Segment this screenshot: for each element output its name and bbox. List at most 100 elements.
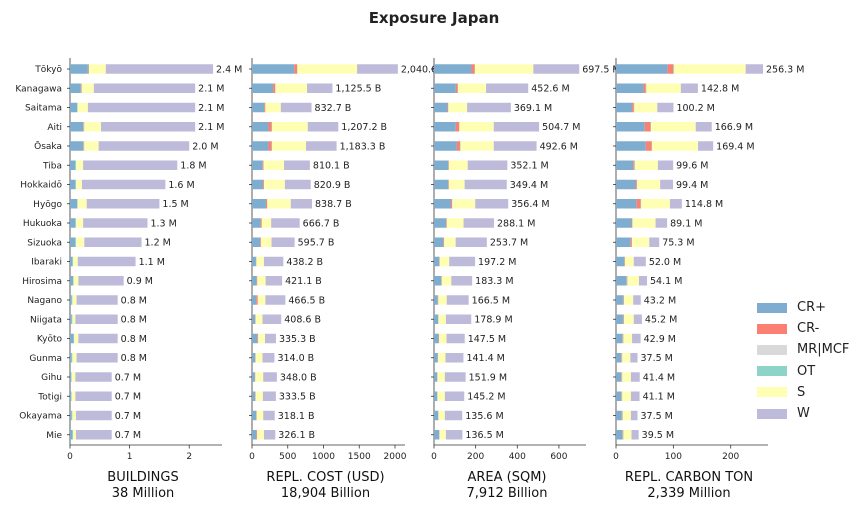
bar-repl-carbon-ton-16-ot: [621, 372, 623, 382]
bar-repl-carbon-ton-17-w: [630, 391, 640, 401]
panel-1-xtick-label-4: 2000: [384, 452, 407, 462]
panel-1-xlabel: REPL. COST (USD): [266, 470, 384, 485]
bar-buildings-9-cr-plus: [70, 237, 76, 247]
bar-repl-carbon-ton-3-ot: [650, 122, 651, 132]
bar-repl-carbon-ton-15-s: [622, 353, 631, 363]
data-label-buildings-8: 1.3 M: [150, 218, 176, 229]
bar-area-sqm-15-cr-plus: [434, 353, 438, 363]
data-label-area-sqm-14: 147.5 M: [468, 334, 506, 345]
bar-repl-cost-usd-18-cr-plus: [252, 410, 257, 421]
bar-repl-carbon-ton-13-cr-plus: [616, 314, 623, 324]
bar-repl-cost-usd-9-w: [271, 237, 295, 247]
data-label-repl-carbon-ton-15: 37.5 M: [641, 353, 673, 364]
bar-buildings-17-s: [71, 391, 76, 401]
data-label-buildings-13: 0.8 M: [121, 315, 147, 326]
category-label-11: Hirosima: [22, 277, 62, 287]
bar-repl-carbon-ton-2-ot: [633, 102, 635, 113]
bar-repl-cost-usd-7-s: [267, 199, 291, 209]
data-label-repl-carbon-ton-3: 166.9 M: [715, 122, 753, 133]
bar-repl-carbon-ton-6-w: [660, 179, 674, 190]
bar-area-sqm-6-w: [464, 179, 507, 190]
bar-repl-cost-usd-19-cr-plus: [252, 430, 257, 440]
bar-buildings-11-w: [78, 276, 124, 286]
data-label-repl-cost-usd-19: 326.1 B: [278, 430, 315, 441]
bar-repl-carbon-ton-15-cr: [621, 353, 622, 363]
bar-repl-cost-usd-3-cr: [268, 122, 272, 132]
bar-repl-cost-usd-4-w: [305, 141, 337, 151]
data-label-repl-cost-usd-10: 438.2 B: [286, 257, 323, 268]
bar-repl-cost-usd-15-w: [262, 353, 275, 363]
data-label-area-sqm-3: 504.7 M: [542, 122, 580, 133]
bar-repl-cost-usd-8-cr: [260, 218, 262, 228]
panel-2-xtick-label-1: 200: [467, 452, 484, 462]
bar-repl-cost-usd-16-w: [263, 372, 277, 382]
bar-buildings-13-cr-plus: [70, 314, 72, 324]
bar-repl-carbon-ton-15-ot: [621, 353, 623, 363]
bar-area-sqm-1-cr-plus: [434, 83, 456, 93]
data-label-area-sqm-19: 136.5 M: [465, 430, 503, 441]
bar-buildings-10-ot: [72, 256, 73, 267]
bar-repl-carbon-ton-1-cr: [643, 83, 646, 93]
bar-area-sqm-3-s: [459, 122, 494, 132]
bar-buildings-14-ot: [73, 333, 75, 344]
panel-0-xlabel: BUILDINGS: [107, 470, 178, 485]
bar-repl-carbon-ton-8-cr-plus: [616, 218, 632, 228]
bar-repl-cost-usd-7-w: [290, 199, 312, 209]
bar-buildings-7-cr-plus: [70, 199, 78, 209]
bar-repl-cost-usd-10-w: [263, 256, 284, 267]
bar-repl-carbon-ton-4-s: [652, 141, 699, 151]
bar-repl-cost-usd-4-cr-plus: [252, 141, 269, 151]
bar-repl-carbon-ton-18-cr: [621, 410, 623, 421]
bar-repl-cost-usd-18-s: [256, 410, 264, 421]
data-label-area-sqm-1: 452.6 M: [531, 84, 569, 95]
bar-repl-carbon-ton-19-w: [631, 430, 639, 440]
bar-repl-carbon-ton-14-cr-plus: [616, 333, 623, 344]
bar-area-sqm-16-w: [444, 372, 466, 382]
bar-area-sqm-7-w: [475, 199, 509, 209]
bar-repl-carbon-ton-10-w: [633, 256, 646, 267]
legend-swatch-ot: [757, 366, 787, 377]
bar-buildings-1-s: [81, 83, 94, 93]
bar-area-sqm-16-cr-plus: [434, 372, 438, 382]
legend-label-mr-mcf: MR|MCF: [797, 342, 850, 358]
data-label-area-sqm-15: 141.4 M: [466, 353, 504, 364]
bar-area-sqm-17-w: [444, 391, 465, 401]
panel-1-xtick-label-2: 1000: [312, 452, 335, 462]
bar-area-sqm-5-w: [467, 160, 508, 170]
data-label-repl-carbon-ton-9: 75.3 M: [662, 238, 694, 249]
panel-2-sublabel: 7,912 Billion: [467, 486, 548, 501]
bar-repl-carbon-ton-16-cr: [621, 372, 622, 382]
panel-3-xtick-label-2: 200: [722, 452, 739, 462]
data-label-area-sqm-17: 145.2 M: [467, 392, 505, 403]
category-label-2: Saitama: [25, 104, 62, 114]
data-label-buildings-6: 1.6 M: [168, 180, 194, 191]
bar-repl-cost-usd-0-s: [297, 64, 358, 74]
bar-buildings-13-s: [72, 314, 76, 324]
data-label-buildings-14: 0.8 M: [121, 334, 147, 345]
data-label-repl-carbon-ton-0: 256.3 M: [766, 64, 804, 75]
legend-item-mr-mcf: MR|MCF: [757, 339, 849, 360]
bar-repl-carbon-ton-1-s: [646, 83, 681, 93]
data-label-area-sqm-13: 178.9 M: [474, 315, 512, 326]
legend-swatch-mr-mcf: [757, 344, 787, 355]
bar-repl-carbon-ton-3-cr: [644, 122, 651, 132]
bar-area-sqm-10-w: [449, 256, 476, 267]
bar-area-sqm-13-s: [438, 314, 446, 324]
bar-repl-carbon-ton-13-cr: [622, 314, 624, 324]
bar-repl-carbon-ton-0-w: [745, 64, 764, 74]
bar-area-sqm-5-cr: [448, 160, 449, 170]
bar-repl-cost-usd-3-s: [272, 122, 308, 132]
bar-repl-carbon-ton-0-cr: [667, 64, 674, 74]
bar-buildings-9-s: [75, 237, 85, 247]
bar-area-sqm-3-cr: [455, 122, 459, 132]
bar-buildings-16-s: [71, 372, 76, 382]
bar-repl-carbon-ton-8-w: [655, 218, 668, 228]
bar-buildings-3-s: [84, 122, 101, 132]
bar-repl-cost-usd-9-s: [261, 237, 272, 247]
bar-buildings-6-s: [75, 179, 82, 190]
bar-area-sqm-18-cr-plus: [434, 410, 439, 421]
legend-swatch-w: [757, 408, 787, 419]
bar-repl-carbon-ton-13-s: [624, 314, 634, 324]
bar-repl-carbon-ton-18-cr-plus: [616, 410, 622, 421]
